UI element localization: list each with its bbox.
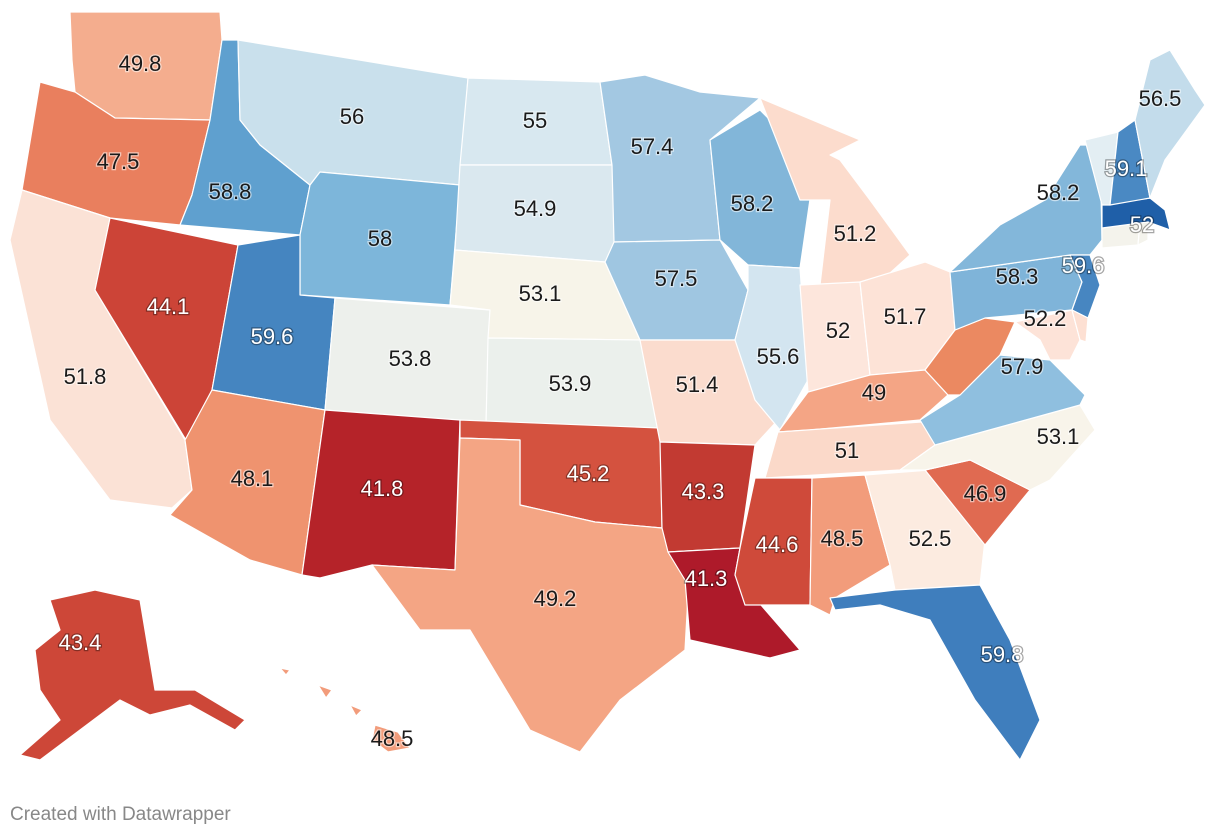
value-label-tx: 49.2 <box>534 586 577 611</box>
value-label-ne: 53.1 <box>519 281 562 306</box>
value-label-md: 52.2 <box>1024 306 1067 331</box>
value-label-nc: 53.1 <box>1037 424 1080 449</box>
value-label-la: 41.3 <box>685 566 728 591</box>
value-label-mo: 51.4 <box>676 372 719 397</box>
us-choropleth-map: 49.8 47.5 51.8 44.1 58.8 56 58 59.6 48.1 53.8 41.8… <box>9 11 1206 761</box>
state-ak[interactable] <box>19 589 246 761</box>
value-label-mn: 57.4 <box>631 134 674 159</box>
value-label-ks: 53.9 <box>549 371 592 396</box>
value-label-nd: 55 <box>523 108 547 133</box>
value-label-mt: 56 <box>340 104 364 129</box>
value-label-il: 55.6 <box>757 344 800 369</box>
value-label-nm: 41.8 <box>361 476 404 501</box>
value-label-ma: 52 <box>1130 212 1154 237</box>
value-label-nj: 59.6 <box>1062 253 1105 278</box>
value-label-ut: 59.6 <box>251 324 294 349</box>
value-label-pa: 58.3 <box>996 264 1039 289</box>
value-label-nh: 59.1 <box>1105 156 1148 181</box>
state-hi[interactable] <box>279 667 411 753</box>
value-label-ms: 44.6 <box>756 532 799 557</box>
state-tx[interactable] <box>371 437 691 753</box>
value-label-tn: 51 <box>835 438 859 463</box>
value-label-oh: 51.7 <box>884 304 927 329</box>
value-label-id: 58.8 <box>209 179 252 204</box>
value-label-mi: 51.2 <box>834 221 877 246</box>
state-me[interactable] <box>1134 49 1206 199</box>
state-de[interactable] <box>1071 309 1089 343</box>
value-label-az: 48.1 <box>231 466 274 491</box>
value-label-in: 52 <box>826 318 850 343</box>
value-label-wa: 49.8 <box>119 51 162 76</box>
state-mi[interactable] <box>759 97 911 286</box>
state-fl[interactable] <box>829 584 1041 761</box>
value-label-hi: 48.5 <box>371 726 414 751</box>
value-label-sc: 46.9 <box>964 481 1007 506</box>
value-label-ak: 43.4 <box>59 630 102 655</box>
value-label-wi: 58.2 <box>731 191 774 216</box>
value-label-va: 57.9 <box>1001 354 1044 379</box>
value-label-fl: 59.8 <box>981 642 1024 667</box>
value-label-al: 48.5 <box>821 526 864 551</box>
value-labels: 49.8 47.5 51.8 44.1 58.8 56 58 59.6 48.1 53.8 41.8… <box>57 50 1182 753</box>
datawrapper-credit: Created with Datawrapper <box>10 804 231 825</box>
value-label-ar: 43.3 <box>682 479 725 504</box>
value-label-ky: 49 <box>862 380 886 405</box>
value-label-ga: 52.5 <box>909 526 952 551</box>
value-label-wy: 58 <box>368 226 392 251</box>
value-label-or: 47.5 <box>97 149 140 174</box>
value-label-co: 53.8 <box>389 346 432 371</box>
value-label-ny: 58.2 <box>1037 180 1080 205</box>
value-label-ca: 51.8 <box>64 364 107 389</box>
value-label-sd: 54.9 <box>514 196 557 221</box>
value-label-nv: 44.1 <box>147 294 190 319</box>
value-label-me: 56.5 <box>1139 86 1182 111</box>
value-label-ia: 57.5 <box>655 266 698 291</box>
value-label-ok: 45.2 <box>567 461 610 486</box>
